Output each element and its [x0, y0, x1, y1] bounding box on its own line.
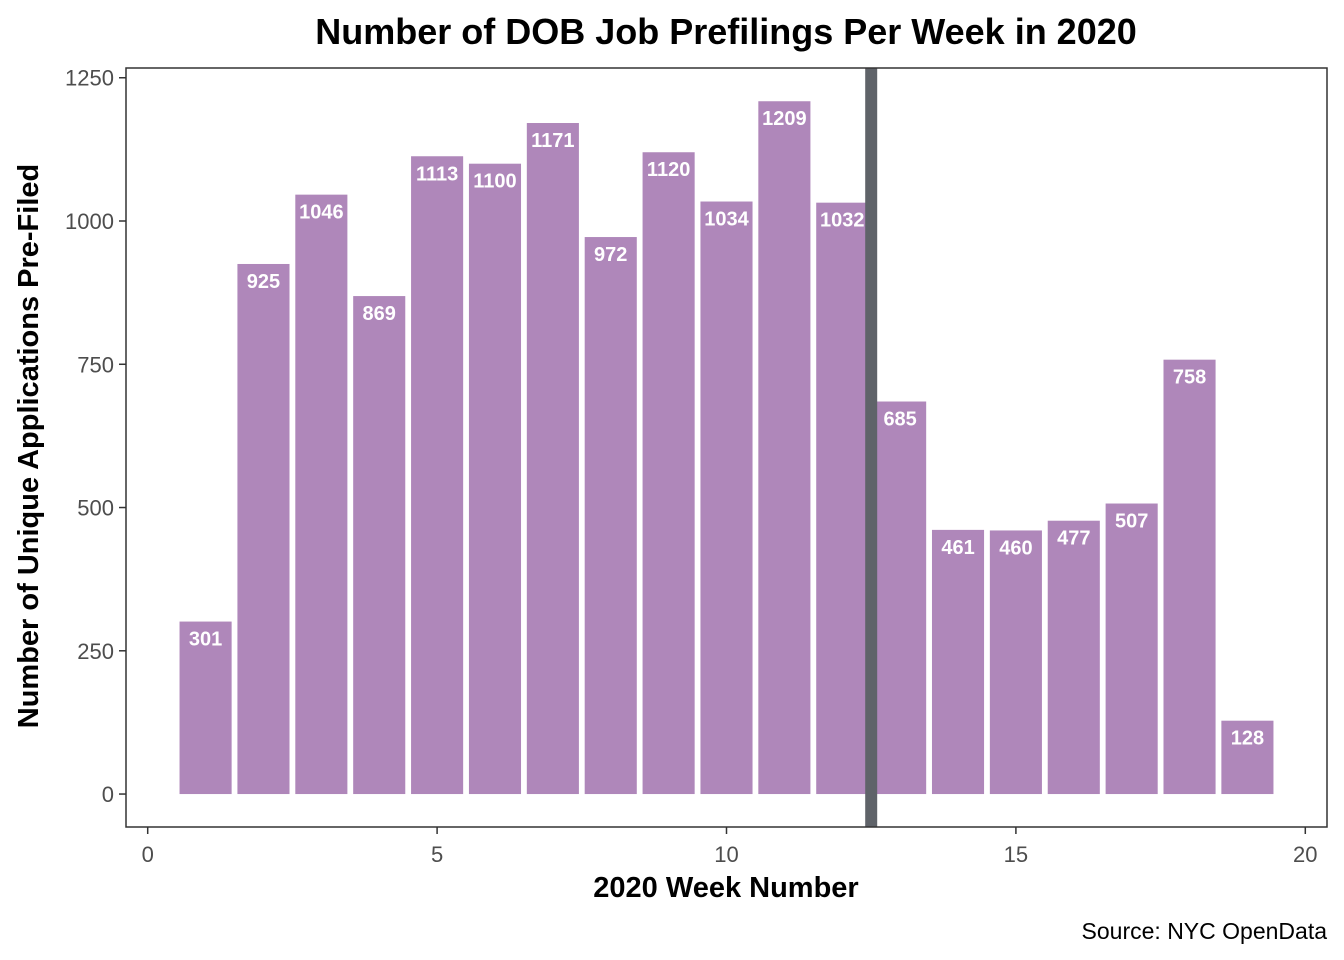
- bar-week-4: [353, 296, 406, 795]
- y-tick-label: 500: [77, 496, 114, 521]
- bar-label-week-3: 1046: [299, 202, 344, 224]
- y-tick-label: 1000: [65, 209, 114, 234]
- bars: [179, 101, 1274, 795]
- bar-week-2: [237, 263, 290, 795]
- bar-week-11: [758, 101, 811, 795]
- bar-week-7: [526, 123, 579, 795]
- bar-label-week-4: 869: [363, 303, 396, 325]
- x-tick-label: 10: [714, 842, 738, 867]
- bar-label-week-2: 925: [247, 271, 280, 293]
- bar-week-1: [179, 621, 232, 795]
- x-tick-label: 0: [142, 842, 154, 867]
- bar-week-5: [411, 156, 464, 795]
- bar-week-14: [931, 529, 985, 795]
- bar-label-week-12: 1032: [820, 210, 865, 232]
- bar-week-19: [1221, 720, 1274, 795]
- bar-week-10: [700, 201, 753, 795]
- bar-label-week-18: 758: [1173, 367, 1206, 389]
- bar-label-week-5: 1113: [416, 163, 458, 185]
- bar-week-9: [642, 152, 695, 795]
- plot-area: 301 925 1046 869 1113 1100 1171 972 1120 1034 1209…: [125, 67, 1328, 828]
- x-tick-label: 15: [1004, 842, 1028, 867]
- y-tick-label: 0: [102, 782, 114, 807]
- bar-label-week-14: 461: [941, 537, 974, 559]
- y-axis: 0 250 500 750 1000 1250: [65, 66, 126, 807]
- bar-week-13: [874, 401, 927, 795]
- bar-week-3: [295, 194, 348, 795]
- bar-label-week-6: 1100: [473, 171, 516, 193]
- bar-week-6: [468, 163, 522, 795]
- source-caption: Source: NYC OpenData: [1082, 918, 1328, 944]
- x-axis: 0 5 10 15 20: [142, 827, 1318, 867]
- bar-label-week-7: 1171: [531, 130, 574, 152]
- x-tick-label: 20: [1293, 842, 1317, 867]
- y-tick-label: 750: [77, 352, 114, 377]
- bar-week-12: [816, 202, 869, 795]
- bar-label-week-1: 301: [189, 629, 222, 651]
- bar-label-week-15: 460: [999, 537, 1032, 559]
- x-tick-label: 5: [431, 842, 443, 867]
- bar-week-8: [584, 237, 637, 795]
- y-tick-label: 1250: [65, 66, 114, 91]
- bar-label-week-17: 507: [1115, 511, 1148, 533]
- bar-labels: 301 925 1046 869 1113 1100 1171 972 1120 1034 1209…: [189, 108, 1264, 749]
- x-axis-title: 2020 Week Number: [593, 872, 858, 904]
- bar-week-16: [1047, 520, 1100, 795]
- bar-week-17: [1105, 503, 1158, 795]
- bar-label-week-11: 1209: [762, 108, 807, 130]
- bar-label-week-8: 972: [594, 244, 627, 266]
- bar-label-week-19: 128: [1231, 728, 1264, 750]
- bar-label-week-9: 1120: [647, 159, 690, 181]
- y-tick-label: 250: [77, 639, 114, 664]
- y-axis-title: Number of Unique Applications Pre-Filed: [13, 164, 45, 728]
- chart-title: Number of DOB Job Prefilings Per Week in…: [315, 11, 1137, 52]
- bar-label-week-16: 477: [1057, 528, 1090, 550]
- bar-week-18: [1163, 359, 1216, 795]
- bar-label-week-13: 685: [883, 409, 916, 431]
- bar-week-15: [989, 530, 1042, 795]
- bar-label-week-10: 1034: [704, 209, 749, 231]
